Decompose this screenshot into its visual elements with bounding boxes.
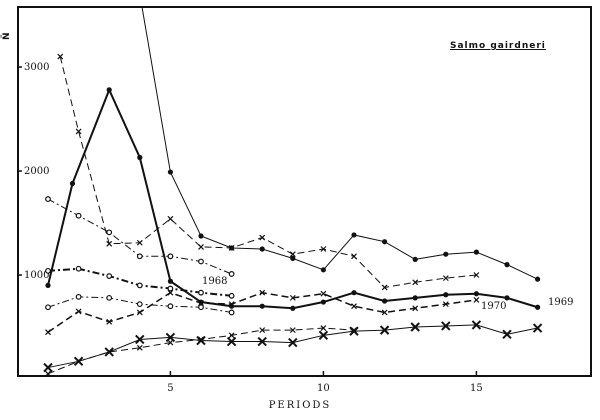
annotation-1968: 1968 [202, 276, 228, 287]
data-series [141, 7, 538, 280]
chart-title: Salmo gairdneri [450, 41, 546, 51]
annotation-1970: 1970 [481, 301, 507, 312]
y-tick-label: 1000 [24, 270, 49, 281]
x-tick-label: 15 [470, 383, 483, 394]
data-series [47, 198, 232, 275]
annotation-1969: 1969 [548, 297, 574, 308]
data-series [47, 327, 355, 375]
y-tick-label: 3000 [24, 62, 49, 73]
x-tick-label: 5 [167, 383, 173, 394]
y-axis-label: Ñ [2, 32, 12, 40]
x-tick-label: 10 [317, 383, 330, 394]
x-axis-label: PERIODS [268, 400, 332, 411]
data-series [47, 324, 538, 369]
data-series [47, 87, 538, 310]
plot-frame [17, 6, 592, 377]
data-series [59, 56, 477, 289]
y-tick-label: 2000 [24, 166, 49, 177]
